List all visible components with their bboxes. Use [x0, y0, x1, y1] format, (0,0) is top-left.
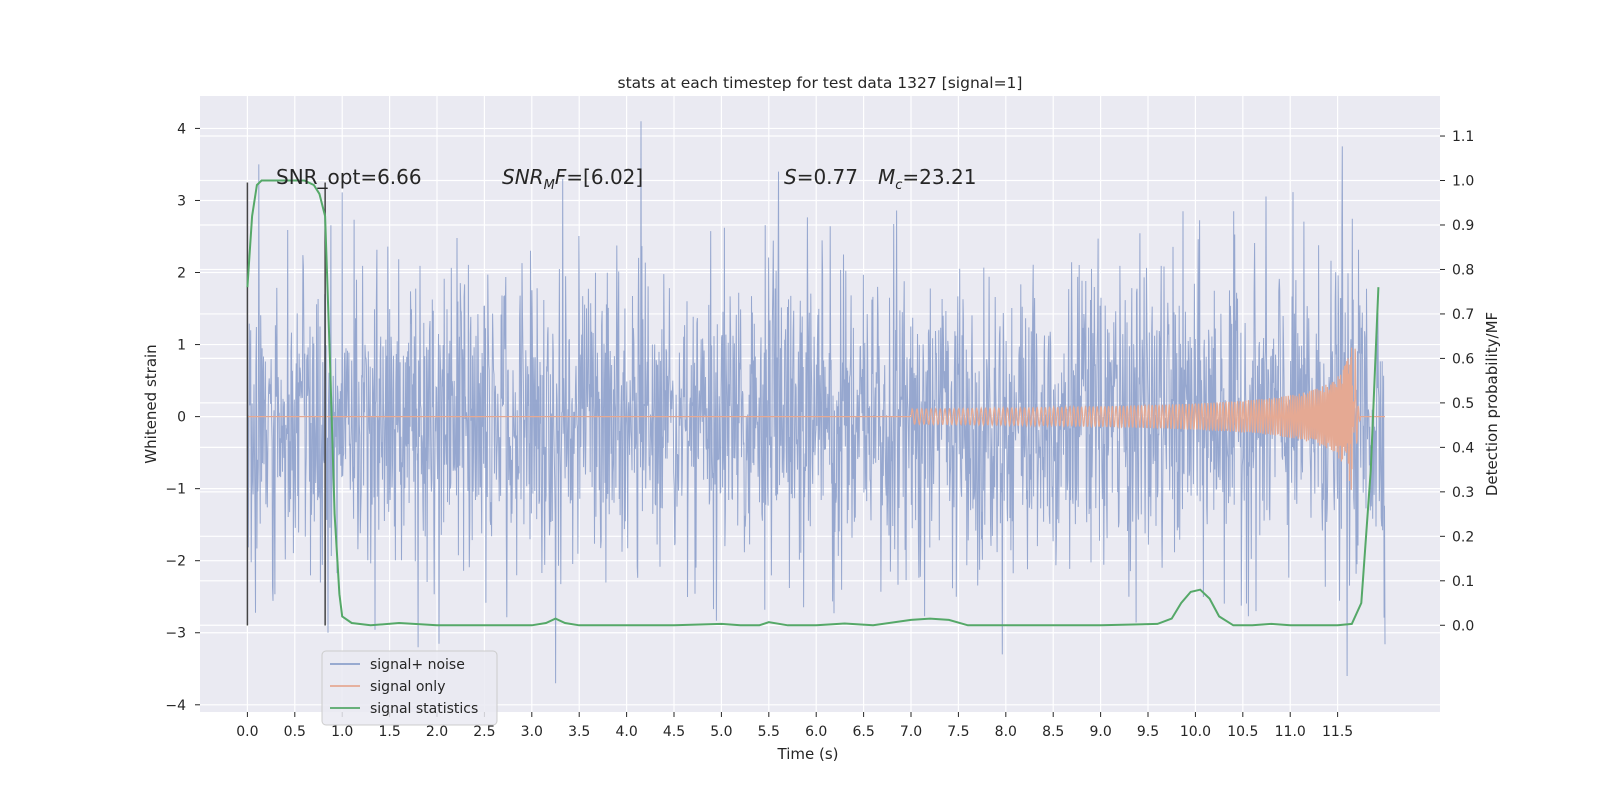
y-tick-label: −2 [165, 554, 186, 570]
annotation-mc-value: =23.21 [902, 165, 976, 189]
y-tick-label-right: 0.7 [1452, 307, 1474, 323]
x-tick-label: 2.5 [473, 724, 495, 740]
x-tick-label: 4.5 [663, 724, 685, 740]
legend-label-signal-only: signal only [370, 679, 445, 695]
y-tick-label-right: 1.1 [1452, 129, 1474, 145]
annotation-s-value: =0.77 [797, 165, 858, 189]
y-tick-label: −1 [165, 482, 186, 498]
signal-statistics-series [246, 179, 1380, 627]
annotation-s-italic: S [784, 165, 797, 189]
y-tick-label-right: 0.5 [1452, 396, 1474, 412]
y-tick-label-right: 0.3 [1452, 485, 1474, 501]
y-tick-label-right: 0.8 [1452, 262, 1474, 278]
x-tick-label: 6.5 [852, 724, 874, 740]
signal-noise-line [246, 121, 1386, 684]
axis-ticks: 0.0 0.5 1.0 1.5 2.0 2.5 3.0 3.5 4.0 4.5 5.0 5.5 6.0 6… [165, 121, 1474, 740]
annotation-s: S=0.77 [784, 165, 858, 189]
chart-title: stats at each timestep for test data 132… [618, 74, 1023, 92]
signal-statistics-line [246, 179, 1380, 627]
signal-only-line [247, 347, 1385, 490]
legend-label-signal-statistics: signal statistics [370, 701, 478, 717]
y-tick-label: 3 [177, 193, 186, 209]
legend: signal+ noise signal only signal statist… [321, 650, 498, 726]
y-tick-label-right: 0.1 [1452, 574, 1474, 590]
x-tick-label: 0.0 [236, 724, 258, 740]
x-tick-label: 1.5 [378, 724, 400, 740]
y-tick-label-right: 0.9 [1452, 218, 1474, 234]
x-axis-label: Time (s) [777, 745, 839, 763]
x-tick-label: 11.5 [1322, 724, 1353, 740]
window-markers [246, 182, 326, 626]
y-tick-label-right: 0.6 [1452, 351, 1474, 367]
signal-noise-series [246, 121, 1386, 684]
annotation-snr-mf-value: =[6.02] [566, 165, 643, 189]
annotation-snr-mf-f: F [555, 165, 567, 189]
annotation-snr-mf: SNRMF=[6.02] [502, 165, 643, 193]
annotation-mc: Mc=23.21 [878, 165, 976, 193]
x-tick-label: 8.0 [995, 724, 1017, 740]
y-tick-label-right: 0.0 [1452, 618, 1474, 634]
y-tick-label: 2 [177, 266, 186, 282]
y-axis-label: Whitened strain [142, 344, 160, 463]
annotation-snr-mf-main: SNR [502, 165, 544, 189]
annotation-mc-main: M [878, 165, 895, 189]
legend-frame [321, 650, 498, 726]
x-tick-label: 4.0 [615, 724, 637, 740]
y-tick-label-right: 0.2 [1452, 529, 1474, 545]
y-tick-label: 0 [177, 410, 186, 426]
y-tick-label: 1 [177, 338, 186, 354]
x-tick-label: 1.0 [331, 724, 353, 740]
annotation-mc-sub: c [895, 178, 902, 193]
y-tick-label: −4 [165, 698, 186, 714]
x-tick-label: 5.5 [758, 724, 780, 740]
x-tick-label: 7.0 [900, 724, 922, 740]
legend-label-signal-noise: signal+ noise [370, 657, 465, 673]
x-tick-label: 7.5 [947, 724, 969, 740]
x-tick-label: 10.0 [1180, 724, 1211, 740]
y-tick-label-right: 0.4 [1452, 440, 1474, 456]
y-tick-label: −3 [165, 626, 186, 642]
annotation-snr-opt: SNR_opt=6.66 [276, 165, 422, 189]
x-tick-label: 9.0 [1089, 724, 1111, 740]
y-tick-label-right: 1.0 [1452, 174, 1474, 190]
x-tick-label: 11.0 [1275, 724, 1306, 740]
x-tick-label: 8.5 [1042, 724, 1064, 740]
x-tick-label: 3.0 [521, 724, 543, 740]
x-tick-label: 6.0 [805, 724, 827, 740]
x-tick-label: 5.0 [710, 724, 732, 740]
x-tick-label: 9.5 [1137, 724, 1159, 740]
x-tick-label: 10.5 [1227, 724, 1258, 740]
x-tick-label: 0.5 [284, 724, 306, 740]
y-axis-label-right: Detection probability/MF [1483, 312, 1501, 496]
x-tick-label: 3.5 [568, 724, 590, 740]
signal-only-series [247, 347, 1385, 490]
y-tick-label: 4 [177, 121, 186, 137]
x-tick-label: 2.0 [426, 724, 448, 740]
annotation-snr-mf-sub: M [544, 178, 555, 193]
